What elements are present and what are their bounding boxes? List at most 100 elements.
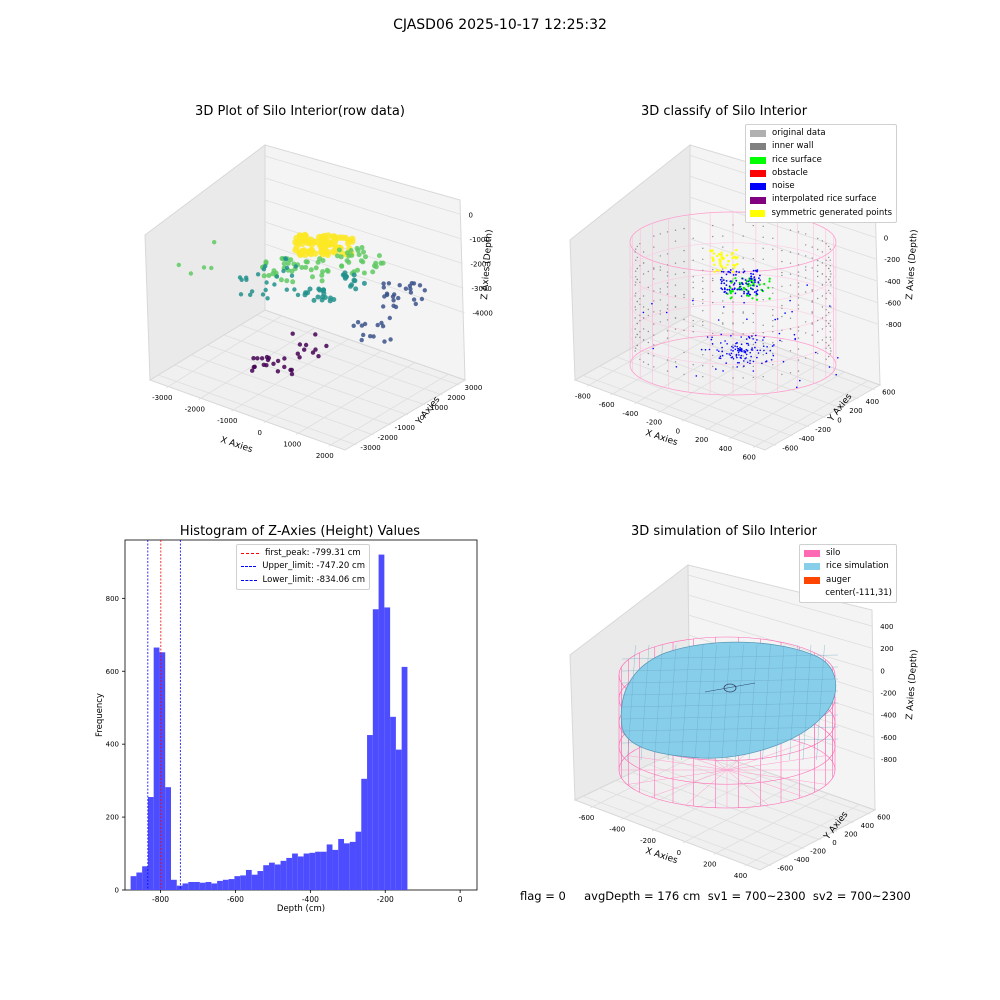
inner-wall-point [825, 336, 827, 338]
x-tick-label: 400 [734, 872, 747, 880]
inner-wall-point [636, 256, 638, 259]
symmetric-point [732, 266, 736, 269]
noise-point [720, 287, 723, 290]
noise-point [737, 351, 740, 354]
inner-wall-point [702, 302, 704, 304]
inner-wall-point [797, 304, 800, 306]
inner-wall-point [712, 332, 714, 335]
inner-wall-point [830, 284, 832, 286]
symmetric-point [718, 253, 721, 256]
data-point [353, 286, 359, 292]
inner-wall-point [712, 354, 714, 357]
noise-point [744, 357, 746, 360]
p2-grid-lines [583, 155, 878, 448]
data-point [265, 296, 270, 301]
symmetric-point [713, 263, 716, 266]
y-tick-label: 3000 [465, 384, 483, 392]
mesh-line [694, 644, 704, 761]
grid-line [682, 782, 799, 844]
data-point [329, 248, 337, 255]
data-point [382, 339, 387, 344]
inner-wall-point [732, 224, 734, 226]
noise-point [734, 345, 736, 347]
legend-swatch [750, 209, 766, 217]
noise-point [740, 343, 743, 345]
legend-label: obstacle [772, 167, 808, 178]
data-point [320, 269, 326, 275]
inner-wall-point [821, 339, 824, 341]
inner-wall-point [811, 290, 813, 292]
data-point [407, 283, 413, 289]
noise-point [739, 288, 742, 291]
histogram-bar [320, 851, 327, 890]
legend-swatch [750, 156, 766, 164]
inner-wall-point [647, 341, 649, 344]
inner-wall-point [817, 352, 819, 355]
data-point [295, 351, 300, 356]
inner-wall-point [653, 300, 655, 302]
y-tick-label: 200 [844, 830, 857, 838]
inner-wall-point [659, 288, 661, 290]
histogram-bar [182, 883, 189, 890]
symmetric-point [730, 253, 734, 256]
y-tick-label: 600 [882, 389, 895, 397]
mesh-line [802, 644, 812, 761]
inner-wall-point [636, 267, 638, 270]
symmetric-point [712, 258, 715, 261]
noise-point [762, 339, 764, 341]
z-tick-label: 0 [469, 211, 473, 219]
noise-point [747, 280, 750, 283]
inner-wall-point [659, 321, 661, 323]
inner-wall-point [789, 350, 792, 352]
inner-wall-point [642, 317, 645, 319]
noise-point [721, 350, 723, 353]
histogram-title: Histogram of Z-Axies (Height) Values [179, 524, 421, 539]
noise-point [732, 346, 734, 349]
data-point [266, 273, 272, 278]
histogram-bar [147, 797, 154, 890]
inner-wall-point [666, 293, 669, 295]
noise-point [742, 283, 744, 286]
noise-point [729, 269, 732, 271]
histogram-ref-lines [147, 540, 181, 890]
y-tick-label: -200 [815, 426, 831, 434]
data-point [379, 320, 384, 326]
x-tick-label: 600 [742, 454, 755, 462]
data-point [274, 274, 280, 279]
inner-wall-point [642, 306, 645, 308]
mesh-line [621, 726, 839, 732]
grid-line [689, 259, 878, 325]
noise-point [730, 280, 732, 282]
noise-point [835, 373, 837, 376]
legend-entry: inner wall [750, 140, 892, 153]
mesh-line [621, 738, 839, 744]
noise-point [728, 285, 731, 288]
inner-wall-point [634, 317, 636, 319]
inner-wall-point [825, 342, 827, 344]
inner-wall-point [642, 295, 645, 297]
y-tick-label: -2000 [378, 434, 398, 442]
inner-wall-point [742, 333, 744, 335]
p2-xlabel: X Axies [644, 428, 679, 448]
p2-zlabel: Z Axies (Depth) [905, 229, 920, 300]
histogram-bar [153, 647, 160, 890]
rice-surface-point [734, 277, 737, 280]
z-tick-label: -400 [881, 712, 897, 720]
rice-surface-point [767, 286, 770, 289]
panel1-3d-scatter: -3000 -2000 -1000 0 1000 2000 -3000 -2000 -1000… [144, 144, 495, 460]
data-point [212, 240, 217, 245]
data-point [313, 332, 318, 337]
noise-point [753, 278, 756, 281]
symmetric-point [720, 251, 723, 254]
histogram-bar [194, 881, 200, 890]
legend-swatch [804, 590, 820, 598]
inner-wall-point [805, 244, 807, 246]
inner-wall-point [653, 311, 655, 313]
inner-wall-point [636, 278, 638, 281]
data-point [345, 240, 352, 247]
grid-line [599, 365, 793, 437]
z-tick-label: -800 [886, 321, 902, 329]
data-point [289, 273, 295, 278]
noise-point [743, 360, 745, 362]
noise-point [756, 289, 759, 292]
